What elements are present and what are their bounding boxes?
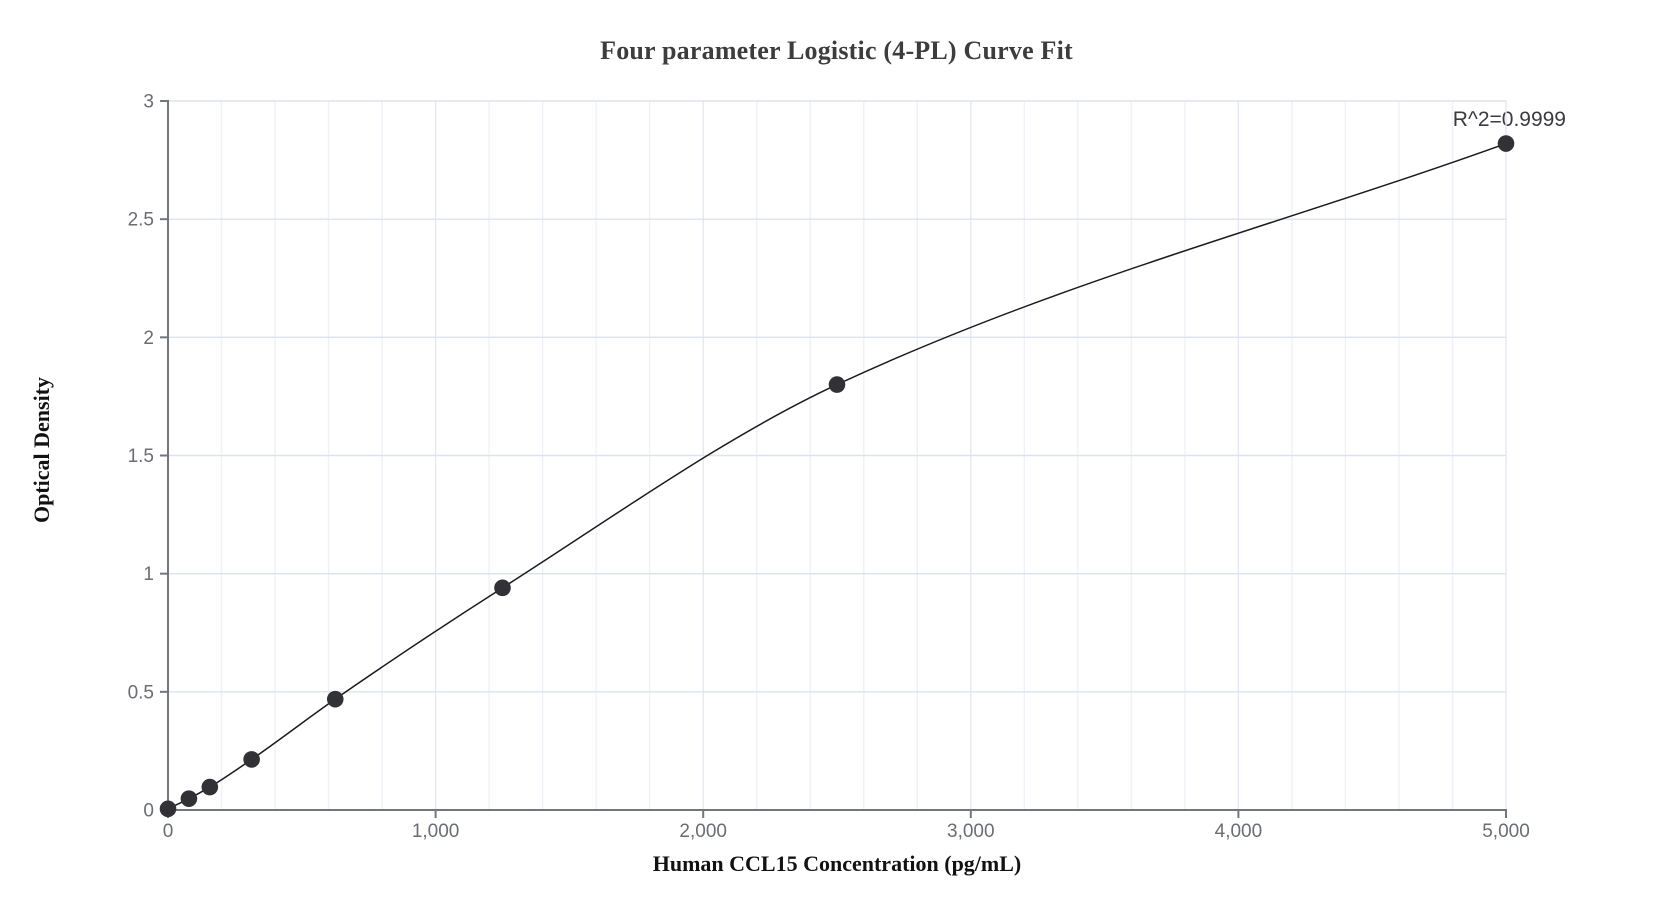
data-point bbox=[201, 778, 219, 796]
y-tick-label: 1.5 bbox=[128, 446, 154, 467]
r2-annotation: R^2=0.9999 bbox=[1452, 108, 1566, 131]
data-point bbox=[243, 751, 260, 768]
y-tick-label: 2.5 bbox=[128, 210, 154, 231]
data-point bbox=[326, 690, 344, 708]
y-tick-label: 0 bbox=[143, 801, 154, 822]
y-tick-label: 2 bbox=[143, 328, 154, 349]
x-axis-title: Human CCL15 Concentration (pg/mL) bbox=[652, 851, 1022, 876]
y-tick-label: 3 bbox=[143, 92, 154, 113]
data-point bbox=[494, 579, 511, 597]
y-tick-label: 1 bbox=[143, 564, 154, 585]
y-tick-label: 0.5 bbox=[128, 682, 154, 703]
chart-title: Four parameter Logistic (4-PL) Curve Fit bbox=[600, 36, 1073, 65]
x-tick-label: 2,000 bbox=[679, 821, 727, 842]
data-point bbox=[159, 800, 177, 818]
fit-curve bbox=[167, 142, 1507, 810]
data-point bbox=[1497, 135, 1515, 152]
x-tick-label: 5,000 bbox=[1482, 821, 1530, 842]
x-tick-label: 4,000 bbox=[1215, 821, 1263, 842]
data-point bbox=[180, 790, 198, 807]
x-tick-label: 1,000 bbox=[412, 821, 460, 842]
data-point bbox=[828, 376, 846, 393]
x-tick-label: 0 bbox=[163, 821, 174, 842]
x-tick-label: 3,000 bbox=[947, 821, 995, 842]
